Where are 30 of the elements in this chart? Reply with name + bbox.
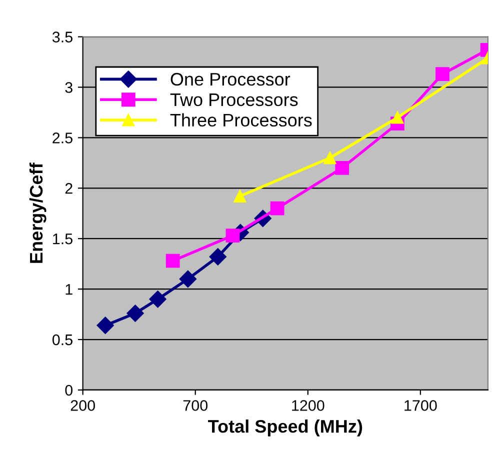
point	[270, 201, 284, 216]
point	[96, 316, 114, 334]
y-tick-label: 2	[65, 183, 72, 194]
legend-label: Three Processors	[170, 113, 312, 127]
point	[166, 254, 180, 268]
y-tick-label: 3	[65, 82, 72, 93]
legend-label: One Processor	[170, 72, 290, 86]
y-tick-label: 2.5	[52, 132, 72, 144]
x-tick-label: 1700	[404, 400, 437, 411]
y-axis-title: Energy/Ceff	[29, 162, 46, 263]
point	[391, 111, 404, 124]
point	[436, 67, 450, 82]
point	[209, 248, 226, 266]
x-axis-title: Total Speed (MHz)	[208, 420, 362, 436]
x-tick-label: 700	[183, 400, 208, 411]
point	[149, 290, 166, 308]
y-tick-label: 0.5	[52, 334, 72, 346]
y-tick-label: 1.5	[53, 234, 72, 244]
y-tick-label: 1	[66, 284, 72, 295]
x-tick-label: 1200	[292, 400, 324, 411]
y-tick-label: 0	[65, 384, 73, 396]
point	[324, 152, 336, 164]
x-tick-label: 200	[70, 400, 95, 411]
y-tick-label: 3.5	[52, 32, 72, 42]
point	[335, 161, 350, 175]
point	[126, 304, 144, 322]
legend-label: Two Processors	[170, 94, 298, 106]
point	[234, 190, 246, 202]
point	[226, 228, 240, 243]
point	[179, 270, 196, 288]
